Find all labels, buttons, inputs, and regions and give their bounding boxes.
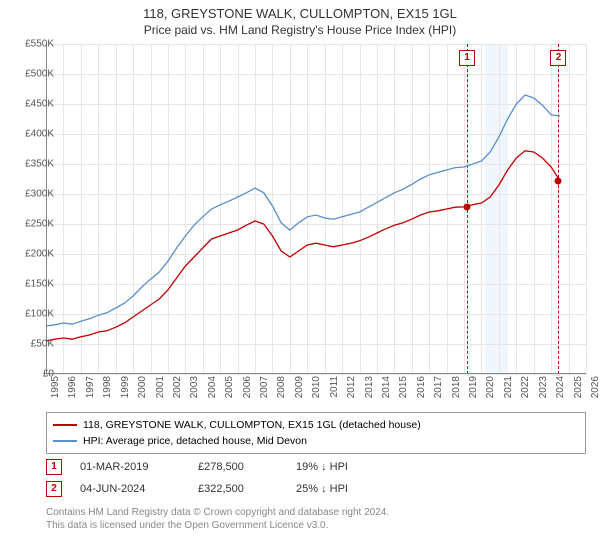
chart-title: 118, GREYSTONE WALK, CULLOMPTON, EX15 1G… (0, 0, 600, 21)
y-tick-label: £150K (14, 279, 54, 290)
x-tick-label: 2022 (520, 376, 531, 406)
x-tick-label: 2003 (189, 376, 200, 406)
x-tick-label: 2017 (433, 376, 444, 406)
y-tick-label: £450K (14, 99, 54, 110)
marker-date: 04-JUN-2024 (80, 483, 180, 495)
x-tick-label: 2024 (555, 376, 566, 406)
marker-date: 01-MAR-2019 (80, 461, 180, 473)
x-tick-label: 2015 (398, 376, 409, 406)
footer-line1: Contains HM Land Registry data © Crown c… (46, 506, 586, 519)
legend-swatch-hpi (53, 440, 77, 442)
x-tick-label: 2021 (503, 376, 514, 406)
gridline-h (46, 374, 586, 375)
marker-price: £278,500 (198, 461, 278, 473)
x-tick-label: 2004 (207, 376, 218, 406)
x-tick-label: 2006 (242, 376, 253, 406)
x-tick-label: 2001 (155, 376, 166, 406)
marker-price: £322,500 (198, 483, 278, 495)
x-tick-label: 2025 (573, 376, 584, 406)
marker-row-1: 1 01-MAR-2019 £278,500 19% ↓ HPI (46, 456, 586, 478)
x-tick-label: 2014 (381, 376, 392, 406)
y-tick-label: £300K (14, 189, 54, 200)
x-tick-label: 2018 (451, 376, 462, 406)
footer: Contains HM Land Registry data © Crown c… (46, 506, 586, 532)
chart-svg (46, 44, 586, 374)
chart-container: 118, GREYSTONE WALK, CULLOMPTON, EX15 1G… (0, 0, 600, 560)
x-tick-label: 2002 (172, 376, 183, 406)
marker-row-2: 2 04-JUN-2024 £322,500 25% ↓ HPI (46, 478, 586, 500)
y-tick-label: £100K (14, 309, 54, 320)
x-tick-label: 2009 (294, 376, 305, 406)
x-tick-label: 2007 (259, 376, 270, 406)
marker-number-box: 1 (46, 459, 62, 475)
legend-item-price-paid: 118, GREYSTONE WALK, CULLOMPTON, EX15 1G… (53, 417, 579, 433)
markers-table: 1 01-MAR-2019 £278,500 19% ↓ HPI 2 04-JU… (46, 456, 586, 500)
x-tick-label: 2012 (346, 376, 357, 406)
legend-label: 118, GREYSTONE WALK, CULLOMPTON, EX15 1G… (83, 417, 421, 433)
x-tick-label: 2010 (311, 376, 322, 406)
x-tick-label: 1996 (67, 376, 78, 406)
x-tick-label: 2008 (276, 376, 287, 406)
series-hpi (46, 95, 560, 326)
x-tick-label: 2011 (329, 376, 340, 406)
y-tick-label: £550K (14, 39, 54, 50)
y-tick-label: £250K (14, 219, 54, 230)
marker-delta: 25% ↓ HPI (296, 483, 348, 495)
x-tick-label: 2016 (416, 376, 427, 406)
x-tick-label: 2026 (590, 376, 600, 406)
x-tick-label: 2013 (364, 376, 375, 406)
x-tick-label: 2019 (468, 376, 479, 406)
legend-label: HPI: Average price, detached house, Mid … (83, 433, 307, 449)
x-tick-label: 1999 (120, 376, 131, 406)
chart-subtitle: Price paid vs. HM Land Registry's House … (0, 21, 600, 37)
x-tick-label: 2005 (224, 376, 235, 406)
legend-swatch-price-paid (53, 424, 77, 426)
marker-delta: 19% ↓ HPI (296, 461, 348, 473)
x-tick-label: 2023 (538, 376, 549, 406)
y-tick-label: £400K (14, 129, 54, 140)
y-tick-label: £350K (14, 159, 54, 170)
marker-number-box: 2 (46, 481, 62, 497)
x-tick-label: 2020 (485, 376, 496, 406)
y-tick-label: £500K (14, 69, 54, 80)
y-tick-label: £200K (14, 249, 54, 260)
x-tick-label: 1995 (50, 376, 61, 406)
chart-plot-area: 12 (46, 44, 586, 374)
x-tick-label: 1998 (102, 376, 113, 406)
gridline-v (586, 44, 587, 374)
legend-item-hpi: HPI: Average price, detached house, Mid … (53, 433, 579, 449)
y-tick-label: £0 (14, 369, 54, 380)
legend: 118, GREYSTONE WALK, CULLOMPTON, EX15 1G… (46, 412, 586, 454)
y-tick-label: £50K (14, 339, 54, 350)
x-tick-label: 2000 (137, 376, 148, 406)
series-price_paid (46, 151, 560, 341)
footer-line2: This data is licensed under the Open Gov… (46, 519, 586, 532)
x-tick-label: 1997 (85, 376, 96, 406)
